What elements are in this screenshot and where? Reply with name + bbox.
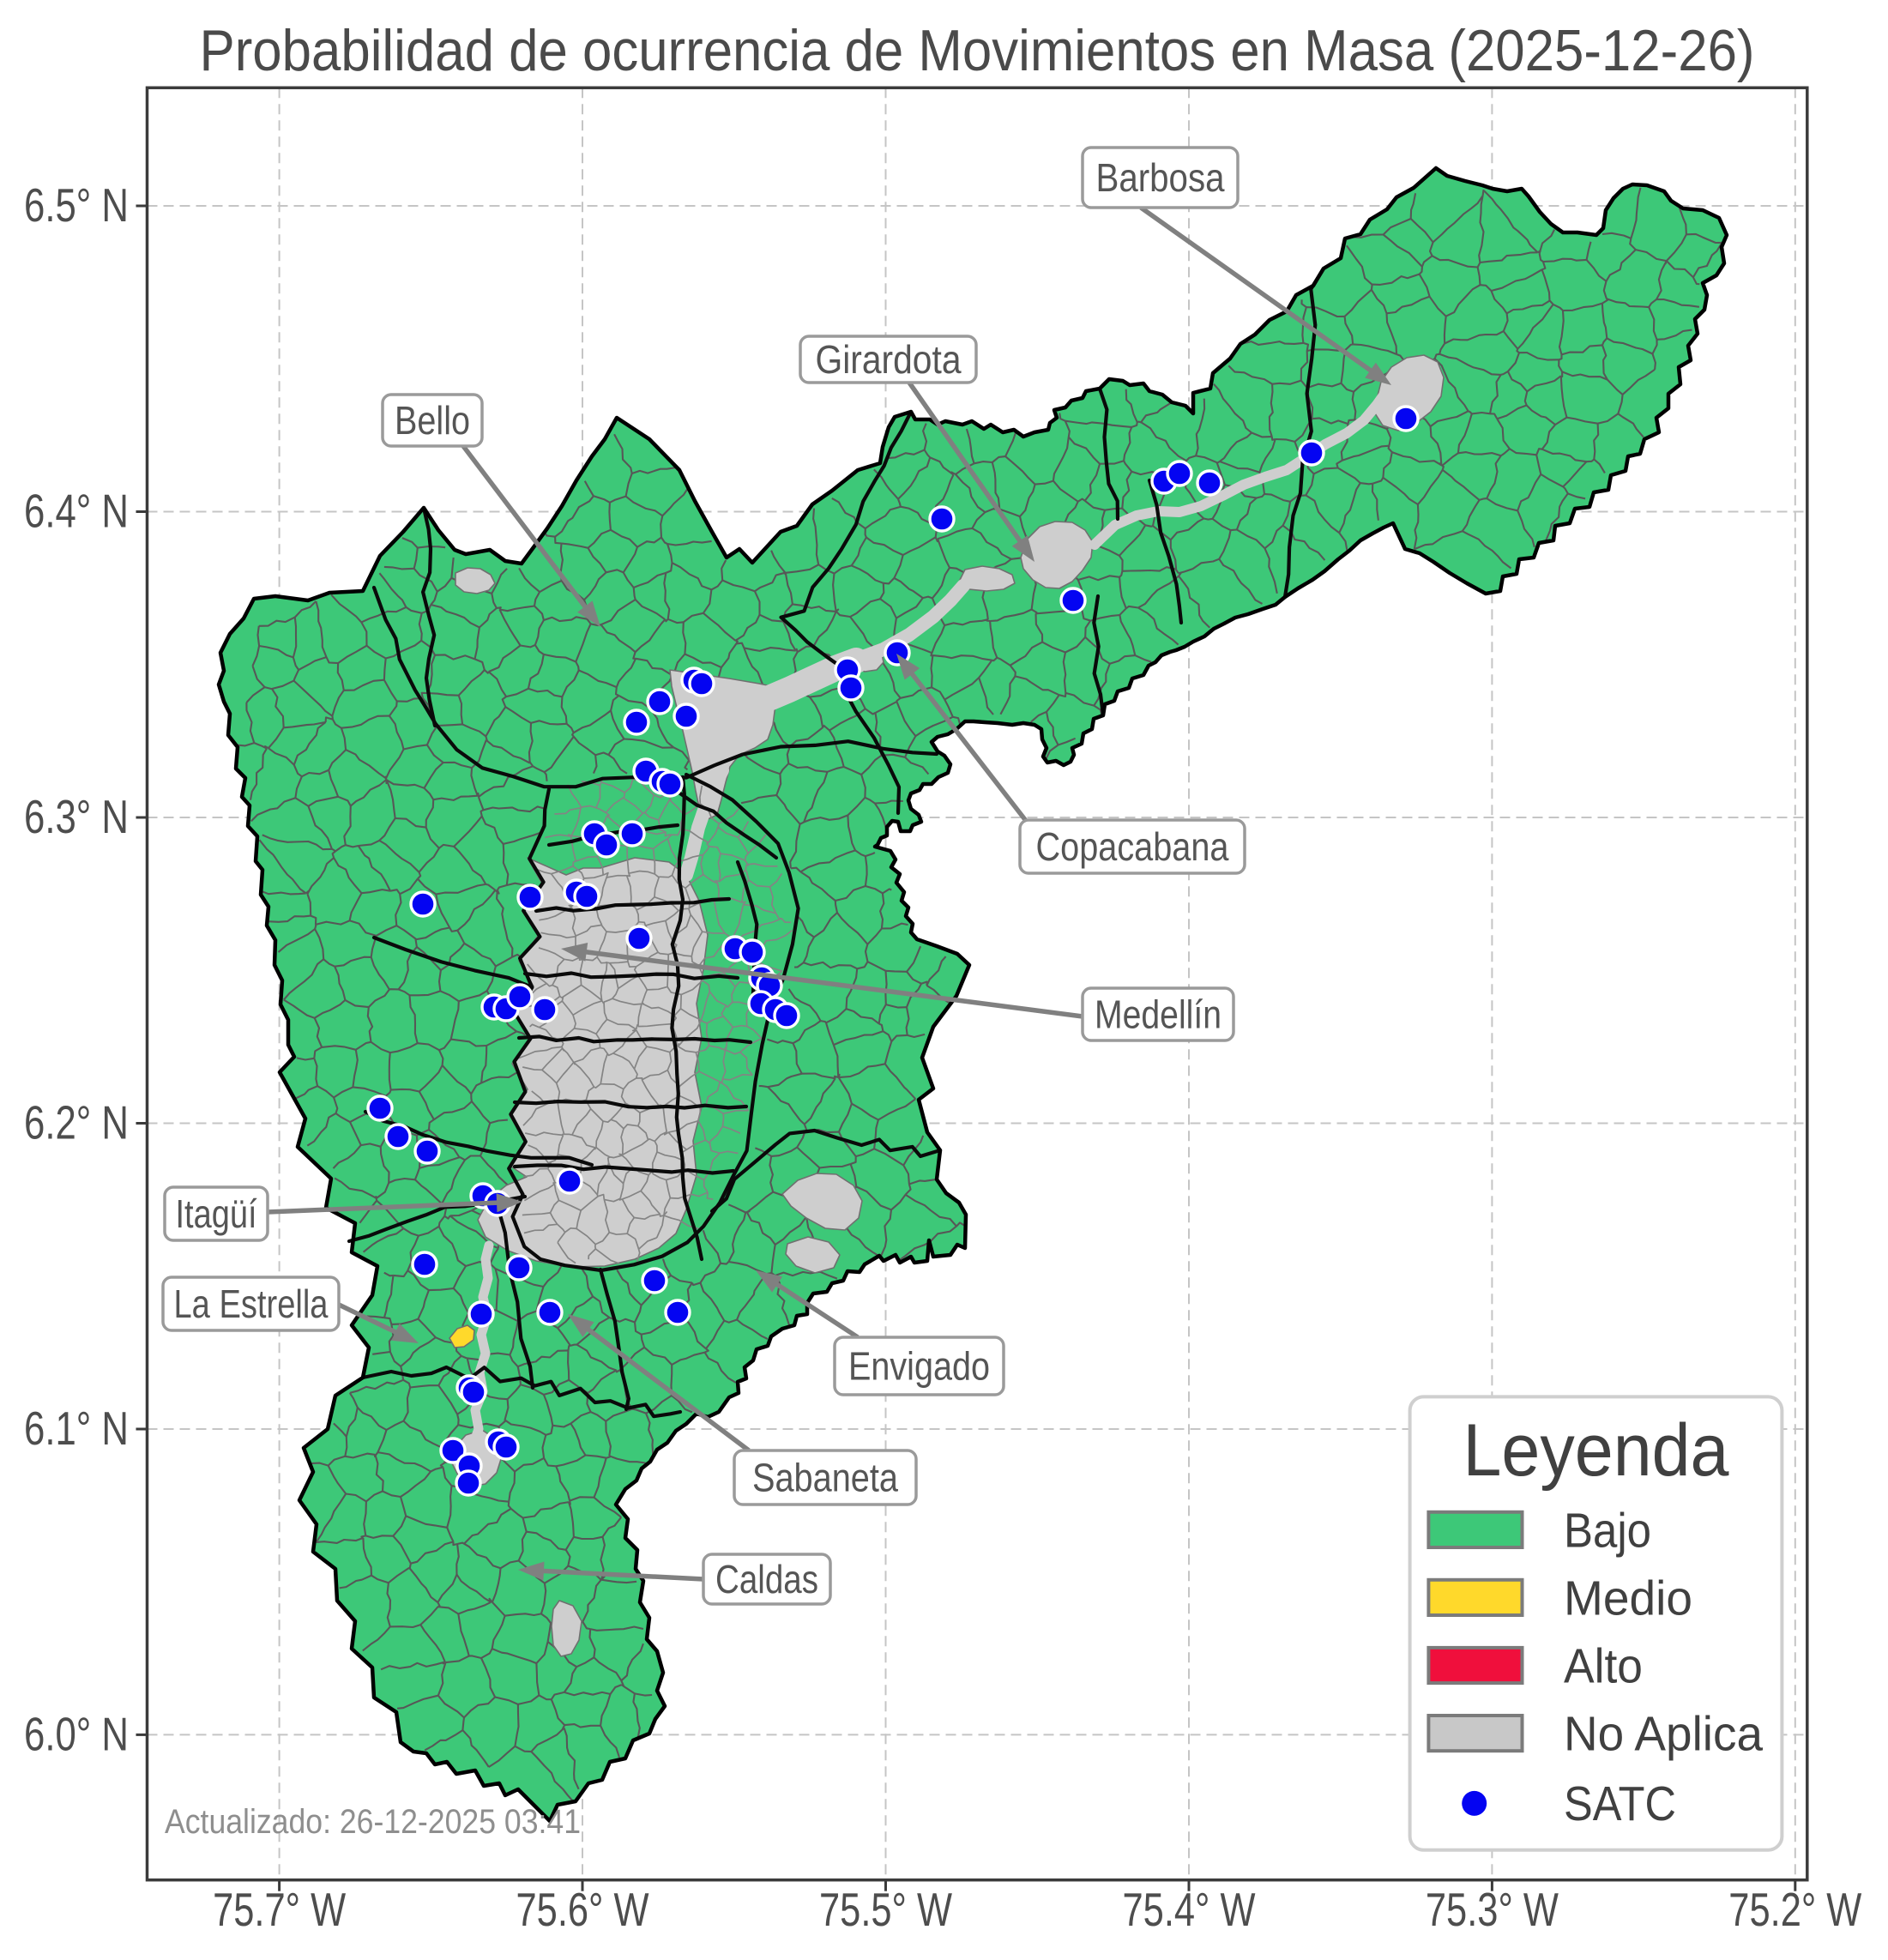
- svg-text:75.5° W: 75.5° W: [819, 1883, 952, 1936]
- svg-text:75.3° W: 75.3° W: [1426, 1883, 1559, 1936]
- svg-text:Envigado: Envigado: [848, 1344, 990, 1389]
- svg-text:Sabaneta: Sabaneta: [752, 1456, 898, 1500]
- svg-text:Copacabana: Copacabana: [1036, 824, 1229, 869]
- svg-text:Girardota: Girardota: [816, 337, 962, 382]
- svg-text:6.1° N: 6.1° N: [24, 1402, 129, 1455]
- svg-text:6.4° N: 6.4° N: [24, 485, 129, 538]
- svg-text:Medellín: Medellín: [1095, 992, 1221, 1037]
- svg-text:6.2° N: 6.2° N: [24, 1096, 129, 1149]
- svg-text:75.4° W: 75.4° W: [1123, 1883, 1256, 1936]
- svg-text:Medio: Medio: [1564, 1571, 1692, 1625]
- svg-text:La Estrella: La Estrella: [174, 1282, 329, 1326]
- svg-text:75.7° W: 75.7° W: [213, 1883, 346, 1936]
- svg-text:Itagüí: Itagüí: [176, 1191, 257, 1236]
- svg-text:Barbosa: Barbosa: [1096, 155, 1225, 200]
- svg-text:Alto: Alto: [1564, 1639, 1643, 1694]
- svg-text:Bello: Bello: [395, 398, 470, 443]
- svg-text:6.0° N: 6.0° N: [24, 1707, 129, 1760]
- svg-text:Leyenda: Leyenda: [1463, 1409, 1729, 1492]
- svg-text:6.5° N: 6.5° N: [24, 178, 129, 232]
- svg-text:No Aplica: No Aplica: [1564, 1707, 1763, 1762]
- svg-text:75.2° W: 75.2° W: [1728, 1883, 1861, 1936]
- svg-text:Probabilidad de ocurrencia de: Probabilidad de ocurrencia de Movimiento…: [200, 18, 1755, 83]
- svg-text:75.6° W: 75.6° W: [516, 1883, 649, 1936]
- svg-text:6.3° N: 6.3° N: [24, 790, 129, 843]
- svg-text:SATC: SATC: [1564, 1776, 1676, 1831]
- svg-text:Actualizado: 26-12-2025 03:41: Actualizado: 26-12-2025 03:41: [165, 1803, 581, 1841]
- svg-text:Caldas: Caldas: [715, 1557, 818, 1601]
- svg-text:Bajo: Bajo: [1564, 1503, 1651, 1558]
